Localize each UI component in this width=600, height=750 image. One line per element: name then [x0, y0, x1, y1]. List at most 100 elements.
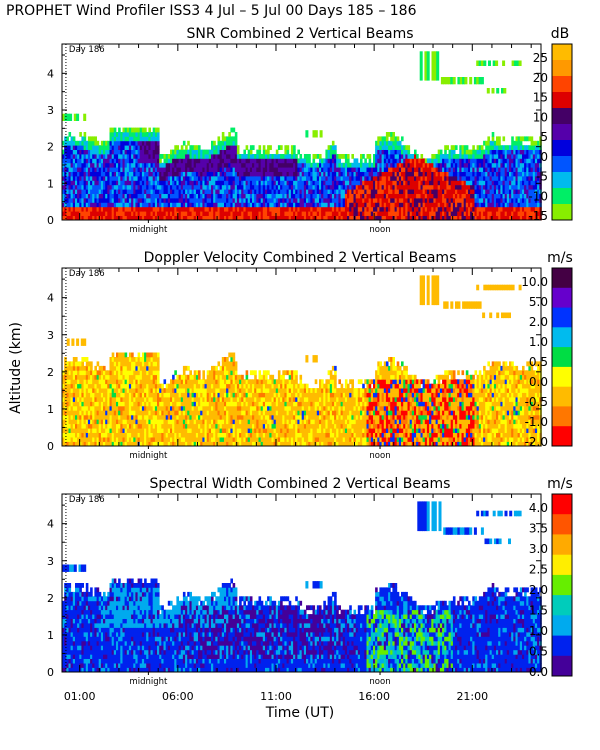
- heatmap-cell: [174, 419, 177, 425]
- heatmap-cell: [483, 140, 486, 146]
- heatmap-cell: [144, 383, 147, 389]
- heatmap-cell: [66, 158, 69, 164]
- heatmap-cell: [113, 154, 117, 159]
- heatmap-cell: [286, 158, 290, 164]
- heatmap-cell: [293, 154, 296, 159]
- heatmap-cell: [150, 193, 154, 199]
- heatmap-cell: [269, 193, 272, 199]
- heatmap-cell: [75, 211, 78, 216]
- heatmap-cell: [414, 184, 417, 190]
- heatmap-cell: [275, 211, 279, 216]
- heatmap-cell: [118, 397, 121, 402]
- heatmap-cell: [370, 193, 374, 199]
- heatmap-cell: [433, 154, 436, 159]
- colorbar-swatch: [552, 92, 572, 109]
- heatmap-cell: [94, 432, 97, 438]
- heatmap-cell: [260, 189, 264, 194]
- heatmap-cell: [329, 171, 333, 177]
- heatmap-cell: [111, 361, 115, 367]
- heatmap-cell: [364, 176, 367, 181]
- heatmap-cell: [422, 211, 426, 216]
- heatmap-cell: [141, 140, 145, 146]
- heatmap-cell: [414, 202, 417, 208]
- heatmap-cell: [62, 176, 65, 181]
- heatmap-cell: [517, 145, 521, 150]
- heatmap-cell: [496, 176, 499, 181]
- heatmap-cell: [290, 154, 294, 159]
- heatmap-cell: [327, 149, 331, 155]
- heatmap-cell: [249, 180, 253, 186]
- heatmap-cell: [319, 171, 322, 177]
- heatmap-cell: [72, 357, 76, 362]
- heatmap-cell: [139, 357, 143, 362]
- heatmap-cell: [113, 198, 117, 203]
- heatmap-cell: [375, 198, 378, 203]
- heatmap-cell: [265, 206, 268, 212]
- heatmap-cell: [131, 419, 134, 425]
- heatmap-cell: [165, 432, 169, 438]
- heatmap-cell: [455, 158, 458, 164]
- heatmap-cell: [265, 154, 268, 159]
- heatmap-cell: [72, 206, 76, 212]
- heatmap-cell: [180, 184, 184, 190]
- heatmap-cell: [306, 206, 309, 212]
- heatmap-cell: [64, 154, 67, 159]
- heatmap-cell: [141, 437, 145, 442]
- heatmap-cell: [131, 361, 134, 367]
- heatmap-cell: [303, 193, 307, 199]
- heatmap-cell: [493, 158, 497, 164]
- heatmap-cell: [178, 206, 182, 212]
- heatmap-cell: [98, 405, 102, 411]
- heatmap-cell: [68, 410, 72, 416]
- heatmap-cell: [182, 140, 186, 146]
- heatmap-cell: [157, 211, 160, 216]
- heatmap-cell: [189, 167, 192, 172]
- heatmap-cell: [211, 167, 214, 172]
- heatmap-cell: [422, 176, 426, 181]
- heatmap-cell: [150, 441, 154, 447]
- heatmap-cell: [243, 180, 246, 186]
- heatmap-cell: [258, 167, 262, 172]
- heatmap-cell: [68, 167, 72, 172]
- heatmap-cell: [122, 154, 126, 159]
- heatmap-cell: [133, 176, 136, 181]
- heatmap-cell: [70, 410, 74, 416]
- heatmap-cell: [116, 132, 119, 137]
- heatmap-cell: [388, 189, 391, 194]
- heatmap-cell: [146, 428, 149, 433]
- heatmap-cell: [230, 206, 233, 212]
- heatmap-cell: [405, 198, 408, 203]
- heatmap-cell: [193, 202, 197, 208]
- heatmap-cell: [444, 154, 447, 159]
- heatmap-cell: [215, 176, 218, 181]
- heatmap-cell: [144, 423, 147, 429]
- heatmap-cell: [347, 198, 350, 203]
- heatmap-cell: [122, 414, 126, 420]
- heatmap-cell: [258, 198, 262, 203]
- heatmap-cell: [170, 215, 173, 221]
- heatmap-cell: [280, 145, 283, 150]
- heatmap-cell: [368, 202, 372, 208]
- heatmap-cell: [133, 437, 136, 442]
- heatmap-cell: [357, 206, 361, 212]
- heatmap-cell: [167, 423, 171, 429]
- heatmap-cell: [103, 180, 106, 186]
- heatmap-cell: [239, 202, 242, 208]
- heatmap-cell: [126, 180, 130, 186]
- heatmap-cell: [163, 405, 167, 411]
- heatmap-cell: [452, 162, 456, 168]
- heatmap-cell: [241, 211, 244, 216]
- heatmap-cell: [513, 60, 517, 66]
- heatmap-cell: [70, 193, 74, 199]
- heatmap-cell: [221, 171, 225, 177]
- heatmap-cell: [329, 184, 333, 190]
- heatmap-cell: [262, 171, 266, 177]
- heatmap-cell: [450, 211, 454, 216]
- heatmap-cell: [532, 171, 536, 177]
- heatmap-cell: [366, 206, 370, 212]
- heatmap-cell: [385, 167, 389, 172]
- heatmap-cell: [96, 374, 100, 380]
- heatmap-cell: [461, 180, 465, 186]
- heatmap-cell: [247, 193, 251, 199]
- heatmap-cell: [211, 145, 214, 150]
